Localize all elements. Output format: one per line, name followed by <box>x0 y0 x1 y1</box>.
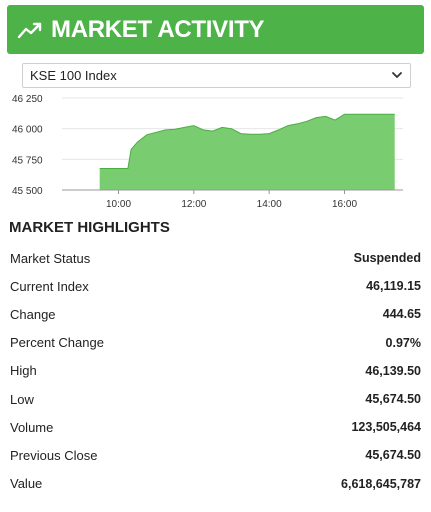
series-area <box>99 114 395 190</box>
index-select[interactable]: KSE 100 Index <box>22 63 411 88</box>
highlight-row: High 46,139.50 <box>0 357 431 385</box>
highlight-label: Market Status <box>10 250 91 266</box>
x-tick-label: 16:00 <box>332 199 357 210</box>
highlight-row: Volume 123,505,464 <box>0 413 431 441</box>
highlight-value: 0.97% <box>385 335 421 350</box>
highlight-row: Change 444.65 <box>0 300 431 328</box>
chevron-down-icon <box>392 72 402 78</box>
trending-up-icon <box>17 22 42 38</box>
highlight-row: Percent Change 0.97% <box>0 329 431 357</box>
highlight-value: 6,618,645,787 <box>341 476 421 491</box>
series-line <box>99 113 395 169</box>
highlight-row: Low 45,674.50 <box>0 385 431 413</box>
highlight-value: 123,505,464 <box>351 420 421 435</box>
highlight-label: Low <box>10 391 34 407</box>
highlight-row: Market Status Suspended <box>0 244 431 272</box>
highlight-label: Change <box>10 306 56 322</box>
highlight-row: Value 6,618,645,787 <box>0 470 431 498</box>
index-select-value: KSE 100 Index <box>30 68 117 83</box>
highlights-table: Market Status Suspended Current Index 46,11… <box>0 244 431 498</box>
page-title: MARKET ACTIVITY <box>51 15 265 43</box>
highlight-label: Volume <box>10 419 54 435</box>
y-tick-label: 45 500 <box>12 186 43 197</box>
market-activity-header: MARKET ACTIVITY <box>7 5 424 54</box>
highlight-row: Current Index 46,119.15 <box>0 272 431 300</box>
highlight-label: Previous Close <box>10 447 98 463</box>
highlight-value: Suspended <box>353 251 421 266</box>
highlight-label: Current Index <box>10 278 89 294</box>
highlight-value: 46,119.15 <box>366 279 421 294</box>
index-chart: 46 250 46 000 45 750 45 500 10:00 12:00 14:00 1… <box>12 94 403 210</box>
highlights-title: MARKET HIGHLIGHTS <box>9 219 170 236</box>
highlight-label: Percent Change <box>10 335 104 351</box>
x-tick-label: 12:00 <box>181 199 206 210</box>
highlight-value: 444.65 <box>382 307 421 322</box>
highlight-label: Value <box>10 476 43 492</box>
highlight-value: 45,674.50 <box>365 448 421 463</box>
y-tick-label: 46 000 <box>12 125 43 136</box>
x-tick-label: 14:00 <box>257 199 282 210</box>
highlight-value: 46,139.50 <box>365 363 421 378</box>
highlight-row: Previous Close 45,674.50 <box>0 441 431 469</box>
x-tick-label: 10:00 <box>106 199 131 210</box>
highlight-value: 45,674.50 <box>365 392 421 407</box>
y-tick-label: 46 250 <box>12 94 43 105</box>
highlight-label: High <box>10 363 37 379</box>
y-tick-label: 45 750 <box>12 155 43 166</box>
